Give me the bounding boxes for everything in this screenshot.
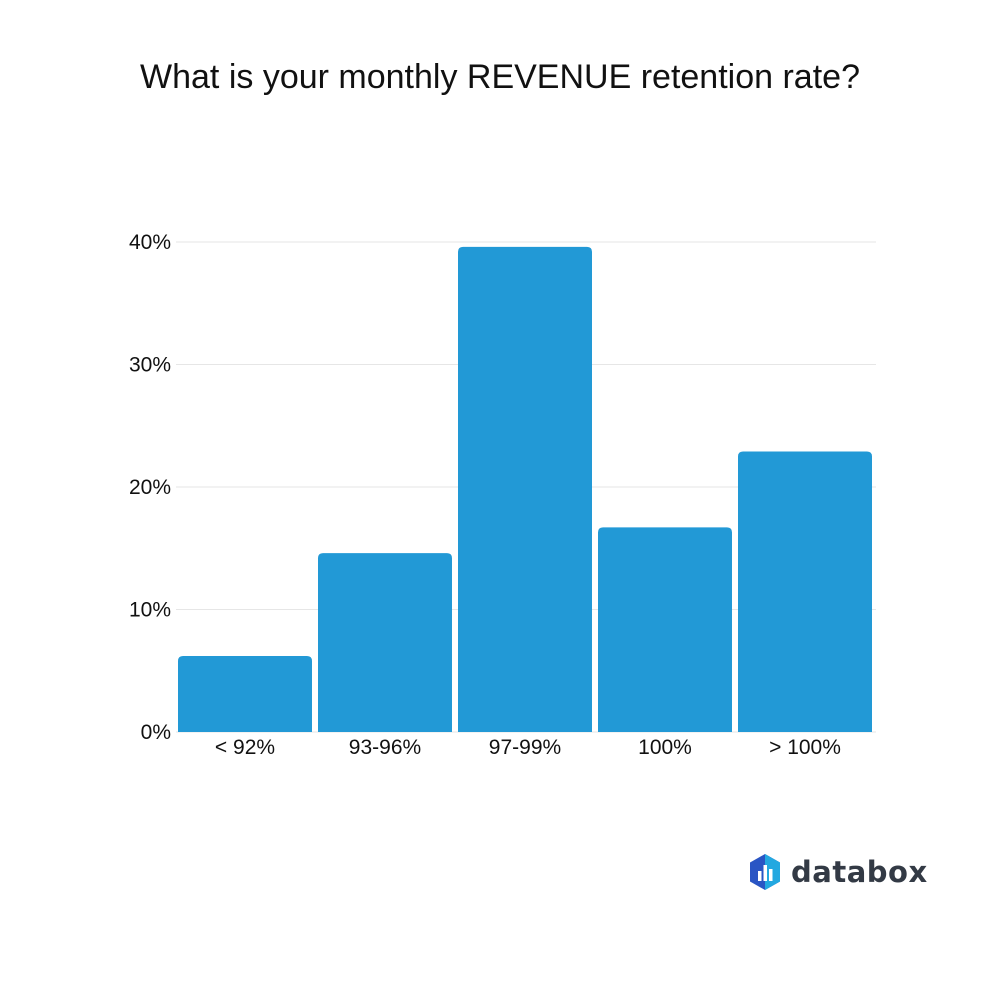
y-axis-ticks: 0% 10% 20% 30% 40%: [129, 231, 171, 744]
x-tick-label: > 100%: [769, 736, 841, 759]
databox-logo-text: databox: [791, 855, 928, 889]
x-axis-ticks: < 92% 93-96% 97-99% 100% > 100%: [215, 736, 841, 759]
y-tick-label: 20%: [129, 476, 171, 499]
bar: [178, 656, 312, 732]
databox-logo-icon: [750, 854, 780, 890]
y-tick-label: 40%: [129, 231, 171, 254]
bar: [318, 553, 452, 732]
bar: [598, 527, 732, 732]
bars: [178, 246, 872, 732]
x-tick-label: 100%: [638, 736, 692, 759]
y-tick-label: 30%: [129, 354, 171, 377]
databox-logo: databox: [747, 852, 928, 892]
x-tick-label: 93-96%: [349, 736, 421, 759]
x-tick-label: < 92%: [215, 736, 275, 759]
y-tick-label: 10%: [129, 599, 171, 622]
bar: [738, 451, 872, 732]
x-tick-label: 97-99%: [489, 736, 561, 759]
chart-title: What is your monthly REVENUE retention r…: [140, 58, 860, 96]
bar: [458, 246, 592, 732]
y-tick-label: 0%: [141, 721, 171, 744]
